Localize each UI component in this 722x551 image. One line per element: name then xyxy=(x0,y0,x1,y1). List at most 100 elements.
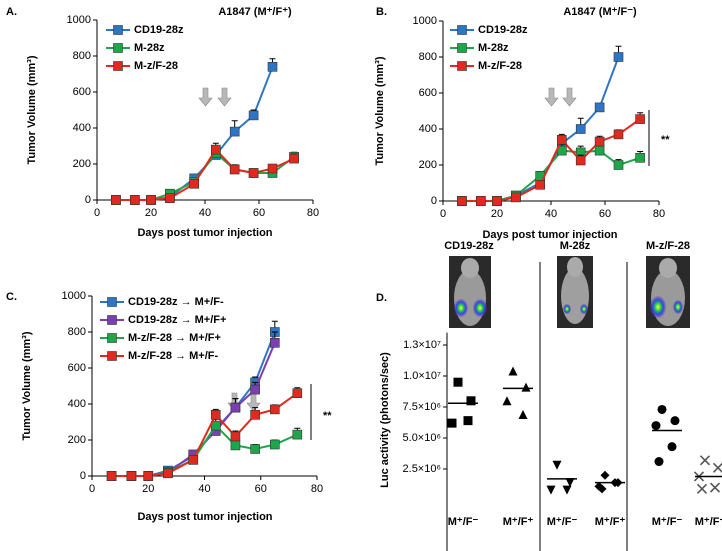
legend-label: CD19-28z xyxy=(478,24,528,36)
data-point xyxy=(535,180,546,190)
x-tick-label: M⁺/F⁺ xyxy=(595,516,626,528)
data-point xyxy=(712,462,722,473)
data-point xyxy=(475,196,486,206)
data-point xyxy=(292,429,303,440)
y-tick-label: 400 xyxy=(68,398,86,410)
data-point xyxy=(696,483,708,494)
legend-label: M-z/F-28 xyxy=(478,60,522,72)
data-point xyxy=(466,396,476,406)
legend-swatch xyxy=(107,315,117,325)
significance-label: ** xyxy=(661,134,670,146)
y-tick-label: 200 xyxy=(419,159,437,171)
x-tick-label: 60 xyxy=(599,208,611,220)
y-tick-label: 1000 xyxy=(62,290,86,302)
y-tick-label: 400 xyxy=(419,123,437,135)
category: M⁺/F⁺ xyxy=(502,366,533,528)
legend-label: M-28z xyxy=(134,42,165,54)
x-tick-label: 20 xyxy=(142,483,154,495)
y-tick-label: 600 xyxy=(68,362,86,374)
y-axis-label: Luc activity (photons/sec) xyxy=(379,352,391,488)
x-tick-label: 0 xyxy=(89,483,95,495)
data-point xyxy=(453,377,463,387)
data-point xyxy=(189,179,199,189)
y-tick-label: 0 xyxy=(80,470,86,482)
data-point xyxy=(667,442,677,452)
data-point xyxy=(250,409,260,420)
data-point xyxy=(565,478,575,488)
panel-label: C. xyxy=(6,291,17,303)
data-point xyxy=(556,135,567,145)
data-point xyxy=(657,404,667,414)
data-point xyxy=(597,484,607,494)
data-point xyxy=(575,124,586,134)
data-point xyxy=(230,402,241,413)
x-tick-label: 60 xyxy=(255,483,267,495)
y-tick-label: 600 xyxy=(419,87,437,99)
data-point xyxy=(210,409,221,420)
category: M⁺/F⁺ xyxy=(693,455,722,528)
legend-swatch xyxy=(113,43,123,53)
panel-label: B. xyxy=(376,6,387,18)
y-tick-label: 800 xyxy=(68,326,86,338)
data-point xyxy=(130,195,140,205)
legend-label: M-z/F-28 xyxy=(134,60,178,72)
data-point xyxy=(229,164,240,175)
data-point xyxy=(146,195,156,205)
data-point xyxy=(106,471,117,481)
legend-swatch xyxy=(457,25,467,35)
group-title: CD19-28z xyxy=(444,240,494,252)
x-axis-label: Days post tumor injection xyxy=(137,511,272,523)
data-point xyxy=(502,396,512,406)
legend-swatch xyxy=(107,297,117,307)
data-point xyxy=(289,153,299,164)
y-tick-label: 600 xyxy=(73,86,91,98)
panel-label: D. xyxy=(376,292,387,304)
data-point xyxy=(188,454,199,465)
data-point xyxy=(635,153,645,163)
series xyxy=(106,387,303,481)
panel-label: A. xyxy=(6,6,17,18)
series xyxy=(111,142,299,205)
data-point xyxy=(562,485,572,495)
legend-swatch xyxy=(113,61,123,71)
data-point xyxy=(143,471,154,481)
data-point xyxy=(600,470,610,480)
series xyxy=(457,112,645,206)
mouse-images xyxy=(449,256,690,328)
data-point xyxy=(594,102,605,113)
y-tick-label: 0 xyxy=(431,195,437,207)
data-point xyxy=(699,455,711,466)
y-tick-label: 200 xyxy=(73,158,91,170)
x-tick-label: M⁺/F⁻ xyxy=(652,516,683,528)
y-tick-label: 800 xyxy=(419,51,437,63)
data-point xyxy=(492,196,502,206)
data-point xyxy=(518,409,528,419)
chart-title: A1847 (M⁺/F⁺) xyxy=(218,6,292,18)
data-point xyxy=(613,52,624,62)
y-tick-label: 5.0×10⁶ xyxy=(403,432,441,444)
x-tick-label: 0 xyxy=(440,208,446,220)
data-point xyxy=(267,163,278,174)
x-tick-label: M⁺/F⁻ xyxy=(547,516,578,528)
legend-swatch xyxy=(457,61,467,71)
data-point xyxy=(248,110,259,121)
legend-swatch xyxy=(457,43,467,53)
data-point xyxy=(229,126,240,137)
data-point xyxy=(709,482,721,493)
y-axis-label: Tumor Volume (mm³) xyxy=(374,56,386,165)
legend-swatch xyxy=(113,25,123,35)
series-line xyxy=(115,147,295,201)
data-point xyxy=(546,485,556,495)
series-line xyxy=(461,118,641,202)
x-axis-label: Days post tumor injection xyxy=(137,227,272,239)
y-tick-label: 0 xyxy=(85,194,91,206)
category: M⁺/F⁻ xyxy=(546,460,578,528)
x-tick-label: 0 xyxy=(94,207,100,219)
x-tick-label: 20 xyxy=(491,208,503,220)
data-point xyxy=(635,114,645,124)
legend-label: CD19-28z xyxy=(134,24,184,36)
data-point xyxy=(126,471,137,481)
legend-label: M-z/F-28 → M+/F- xyxy=(128,350,218,362)
data-point xyxy=(613,129,624,140)
